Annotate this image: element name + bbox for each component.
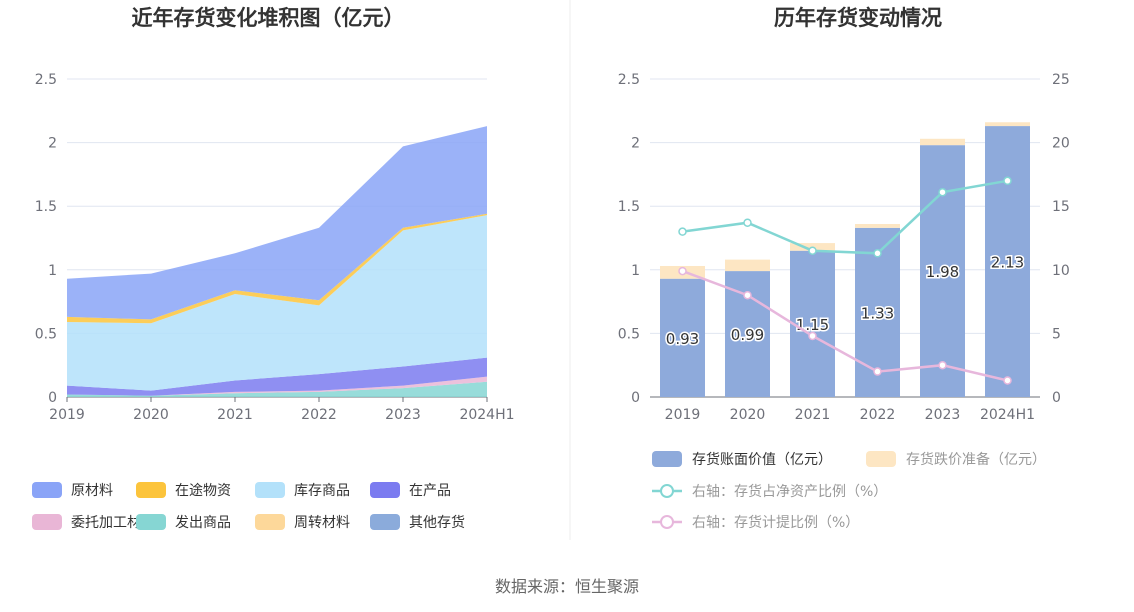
legend-label: 在途物资 [175, 482, 231, 499]
legend-marker [660, 515, 674, 529]
x-tick-label: 2021 [795, 407, 831, 423]
right-chart: 0 0.5 1 1.5 2 2.5 0 5 10 15 20 25 2019 2020 2021 2022 20… [618, 72, 1070, 531]
data-source: 数据来源：恒生聚源 [495, 577, 639, 596]
y2-tick-label: 0 [1052, 390, 1061, 406]
provision-ratio-point [873, 367, 882, 376]
x-tick-label: 2020 [730, 407, 766, 423]
legend-swatch [370, 482, 400, 498]
legend-swatch [866, 451, 896, 467]
x-tick-label: 2020 [133, 407, 169, 423]
y-tick-label: 2 [631, 136, 640, 152]
legend-label: 存货账面价值（亿元） [692, 451, 832, 468]
y-tick-label: 0.5 [618, 326, 640, 342]
bar-value-label: 0.99 [731, 326, 764, 344]
book-value-bar [920, 145, 965, 397]
area-series [67, 381, 487, 397]
x-tick-label: 2023 [385, 407, 421, 423]
provision-ratio-point [743, 290, 752, 300]
legend-label: 周转材料 [294, 515, 350, 531]
area-series [67, 376, 487, 396]
legend-swatch [136, 482, 166, 498]
legend-label: 发出商品 [175, 515, 231, 531]
y2-tick-label: 25 [1052, 72, 1070, 88]
x-tick-label: 2019 [665, 407, 701, 423]
bar-value-label: 1.15 [796, 316, 829, 334]
legend-label: 右轴：存货计提比例（%） [692, 514, 859, 531]
legend-swatch [652, 451, 682, 467]
legend-swatch [255, 482, 285, 498]
y-tick-label: 1 [48, 263, 57, 279]
legend-swatch [32, 482, 62, 498]
legend-marker [660, 484, 674, 498]
net-assets-ratio-point [678, 227, 687, 236]
provision-ratio-point [938, 360, 947, 370]
book-value-bar [790, 250, 835, 397]
impairment-bar [920, 138, 965, 146]
legend-label: 其他存货 [409, 514, 465, 531]
y-tick-label: 2.5 [618, 72, 640, 88]
book-value-bar [660, 278, 705, 397]
net-assets-ratio-point [808, 246, 817, 255]
impairment-bar [855, 224, 900, 228]
area-series [67, 126, 487, 320]
provision-ratio-point [1003, 376, 1012, 385]
net-assets-ratio-line [682, 179, 1008, 255]
bar-value-label: 1.98 [926, 263, 959, 281]
net-assets-ratio-point [938, 187, 947, 197]
book-value-bar [985, 126, 1030, 398]
y-tick-label: 2.5 [35, 72, 57, 88]
legend-swatch [255, 514, 285, 530]
x-tick-label: 2022 [301, 407, 337, 423]
right-chart-title: 历年存货变动情况 [774, 6, 942, 30]
impairment-bar [985, 122, 1030, 127]
x-tick-label: 2024H1 [459, 407, 514, 423]
y-tick-label: 0.5 [35, 326, 57, 342]
y-tick-label: 1.5 [618, 199, 640, 215]
bar-value-label: 2.13 [991, 254, 1024, 272]
legend-swatch [32, 514, 62, 530]
provision-ratio-line [682, 269, 1008, 382]
bar-value-label: 0.93 [666, 330, 699, 348]
x-tick-label: 2023 [925, 407, 961, 423]
net-assets-ratio-point [743, 218, 752, 227]
legend-swatch [370, 514, 400, 530]
area-series [67, 357, 487, 396]
x-tick-label: 2024H1 [980, 407, 1035, 423]
net-assets-ratio-point [873, 249, 882, 258]
y-tick-label: 2 [48, 136, 57, 152]
y2-tick-label: 5 [1052, 326, 1061, 342]
legend-swatch [136, 514, 166, 530]
y-tick-label: 0 [631, 390, 640, 406]
y-tick-label: 1.5 [35, 199, 57, 215]
legend-label: 委托加工材料 [71, 515, 155, 531]
y2-tick-label: 15 [1052, 199, 1070, 215]
legend-label: 右轴：存货占净资产比例（%） [692, 483, 887, 500]
legend-label: 在产品 [409, 483, 451, 499]
left-chart-title: 近年存货变化堆积图（亿元） [132, 6, 405, 30]
legend-label: 存货跌价准备（亿元） [906, 451, 1046, 468]
net-assets-ratio-point [1003, 176, 1012, 186]
y-tick-label: 1 [631, 263, 640, 279]
left-chart: 0 0.5 1 1.5 2 2.5 2019 2020 2021 2022 2023 2024H1 原材… [32, 72, 515, 531]
bar-value-label: 1.33 [861, 304, 894, 322]
y2-tick-label: 10 [1052, 263, 1070, 279]
provision-ratio-point [678, 266, 687, 276]
x-tick-label: 2021 [217, 407, 253, 423]
y2-tick-label: 20 [1052, 136, 1070, 152]
area-series [67, 215, 487, 391]
legend-label: 原材料 [71, 483, 113, 499]
legend-label: 库存商品 [294, 483, 350, 499]
provision-ratio-point [808, 331, 817, 341]
y-tick-label: 0 [48, 390, 57, 406]
x-tick-label: 2022 [860, 407, 896, 423]
impairment-bar [725, 259, 770, 272]
x-tick-label: 2019 [49, 407, 85, 423]
